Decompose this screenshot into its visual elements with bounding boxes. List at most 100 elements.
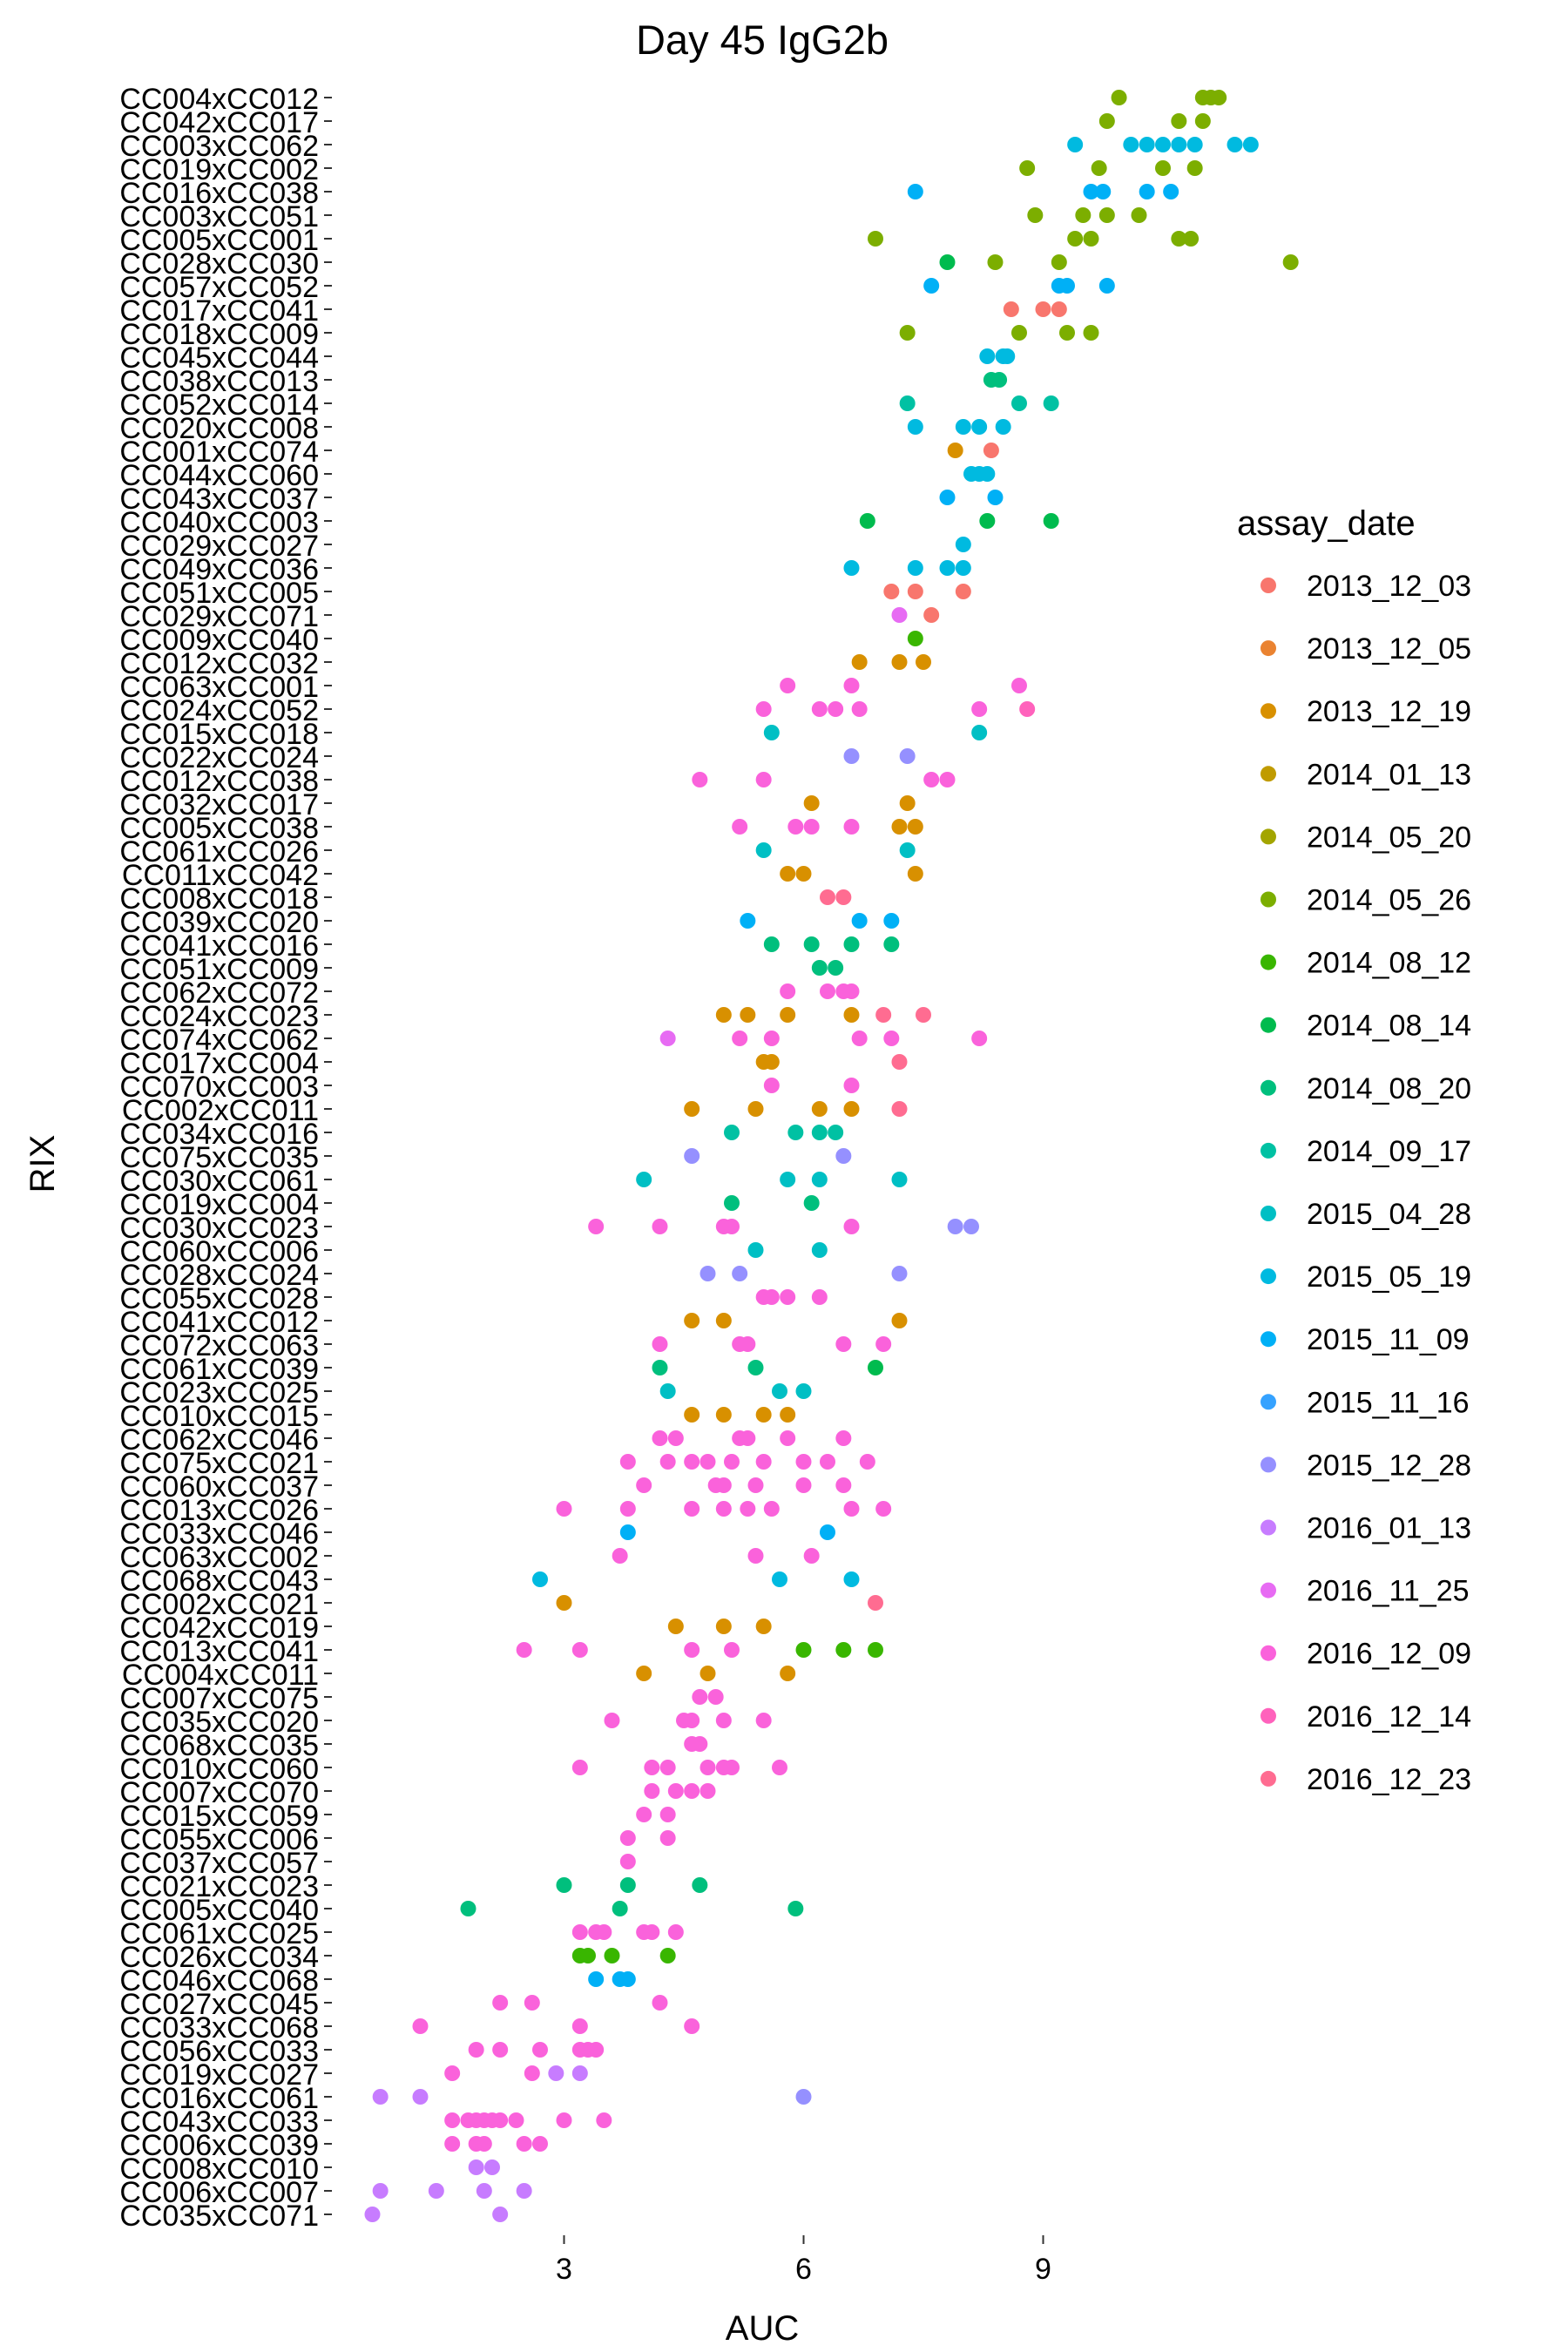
y-tick-label: CC013xCC041: [119, 1635, 319, 1668]
data-point: [916, 1007, 931, 1023]
data-point: [659, 1031, 676, 1046]
data-point: [1027, 207, 1044, 223]
data-point: [947, 1219, 963, 1234]
data-point: [907, 584, 923, 599]
data-point: [740, 913, 756, 929]
data-point: [772, 1760, 787, 1775]
y-axis-label: RIX: [24, 1135, 62, 1193]
data-point: [891, 1313, 908, 1328]
data-point: [923, 607, 940, 623]
data-point: [843, 560, 860, 576]
data-point: [444, 2065, 461, 2081]
data-point: [588, 2042, 605, 2058]
x-axis-label: AUC: [726, 2309, 799, 2348]
y-tick-label: CC044xCC060: [119, 459, 319, 492]
data-point: [803, 795, 820, 811]
data-point: [795, 866, 812, 882]
data-point: [1139, 184, 1155, 199]
data-point: [1131, 207, 1147, 223]
data-point: [899, 325, 916, 341]
data-point: [851, 654, 868, 670]
data-point: [868, 231, 883, 247]
data-point: [571, 2065, 588, 2081]
data-point: [444, 2112, 461, 2128]
data-point: [700, 1666, 716, 1681]
data-point: [811, 1125, 828, 1140]
data-point: [707, 1689, 724, 1705]
data-point: [883, 936, 900, 952]
data-point: [1171, 113, 1187, 129]
y-tick-label: CC007xCC075: [119, 1682, 319, 1715]
data-point: [659, 1760, 676, 1775]
x-tick-label: 6: [795, 2253, 812, 2286]
y-tick-label: CC055xCC006: [119, 1823, 319, 1856]
data-point: [780, 983, 796, 999]
y-axis: CC004xCC012CC042xCC017CC003xCC062CC019xC…: [119, 83, 332, 2233]
data-point: [843, 819, 860, 835]
data-point: [899, 748, 916, 764]
data-point: [724, 1454, 740, 1470]
y-tick-label: CC024xCC052: [119, 694, 319, 727]
y-tick-label: CC018xCC009: [119, 318, 319, 351]
y-tick-label: CC026xCC034: [119, 1941, 319, 1974]
data-point: [1171, 231, 1187, 247]
y-tick-label: CC041xCC016: [119, 929, 319, 963]
data-point: [644, 1924, 660, 1940]
data-point: [955, 419, 971, 435]
data-point: [883, 584, 900, 599]
y-tick-label: CC027xCC045: [119, 1988, 319, 2021]
data-point: [516, 1642, 532, 1658]
data-point: [939, 772, 956, 787]
data-point: [907, 819, 923, 835]
data-point: [907, 866, 923, 882]
data-point: [724, 1219, 740, 1234]
legend-entry-label: 2015_12_28: [1307, 1449, 1471, 1482]
data-point: [811, 1101, 828, 1117]
data-point: [715, 1407, 732, 1423]
data-point: [692, 1689, 708, 1705]
legend-entry-label: 2014_01_13: [1307, 758, 1471, 791]
data-point: [724, 1125, 740, 1140]
y-tick-label: CC040xCC003: [119, 506, 319, 539]
data-point: [692, 1736, 708, 1752]
data-point: [1155, 137, 1171, 152]
legend-entry-label: 2013_12_19: [1307, 695, 1471, 728]
legend-swatch: [1260, 1017, 1276, 1033]
data-point: [907, 560, 923, 576]
legend-entry-label: 2013_12_03: [1307, 570, 1471, 603]
data-point: [1183, 231, 1200, 247]
data-point: [492, 2112, 509, 2128]
data-point: [995, 419, 1011, 435]
data-point: [859, 513, 875, 529]
y-tick-label: CC012xCC032: [119, 647, 319, 680]
data-point: [835, 1430, 852, 1446]
y-tick-label: CC060xCC006: [119, 1235, 319, 1268]
legend-entry-label: 2016_11_25: [1307, 1575, 1470, 1608]
data-point: [619, 1854, 636, 1869]
data-point: [659, 1807, 676, 1822]
data-point: [1091, 160, 1107, 176]
data-point: [955, 560, 971, 576]
data-point: [1083, 325, 1099, 341]
y-tick-label: CC062xCC046: [119, 1423, 319, 1456]
y-tick-label: CC029xCC071: [119, 600, 319, 633]
data-point: [820, 889, 835, 905]
data-point: [732, 1266, 748, 1281]
data-point: [692, 772, 708, 787]
data-point: [732, 1031, 748, 1046]
data-point: [883, 913, 900, 929]
data-point: [604, 1713, 620, 1728]
y-tick-label: CC006xCC007: [119, 2176, 319, 2209]
data-point: [1194, 113, 1211, 129]
data-point: [468, 2159, 484, 2175]
data-point: [619, 1524, 636, 1540]
data-point: [692, 1877, 708, 1893]
data-point: [843, 1501, 860, 1517]
data-point: [1083, 231, 1099, 247]
legend-swatch: [1260, 1519, 1276, 1536]
data-point: [780, 1666, 796, 1681]
data-point: [755, 772, 772, 787]
data-point: [636, 1477, 652, 1493]
y-tick-label: CC034xCC016: [119, 1118, 319, 1151]
data-point: [811, 1172, 828, 1187]
